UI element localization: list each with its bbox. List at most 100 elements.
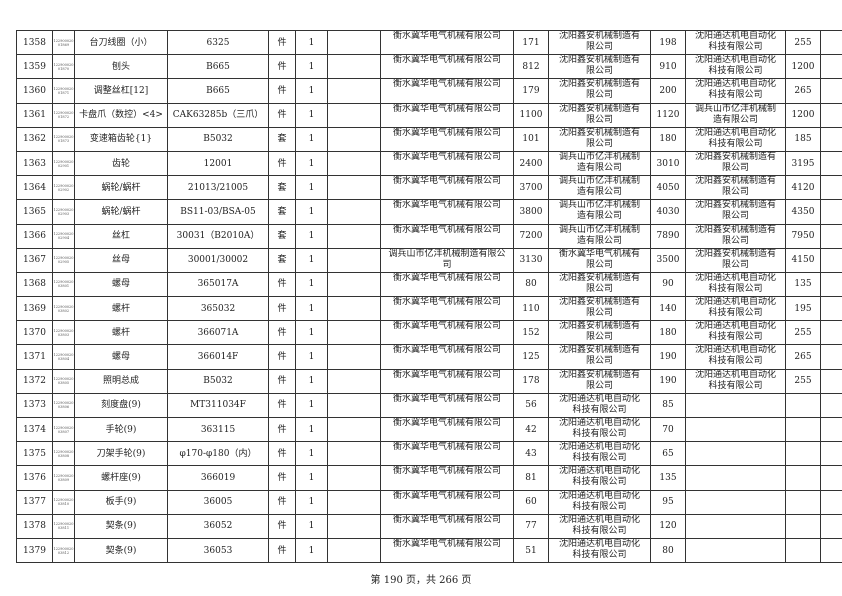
item-name: 刻度盘(9) bbox=[74, 392, 168, 419]
blank-cell bbox=[327, 102, 381, 128]
price-2: 180 bbox=[650, 320, 686, 346]
item-code: 122900020 03809 bbox=[52, 465, 75, 491]
blank-cell bbox=[820, 392, 842, 419]
item-quantity: 1 bbox=[295, 416, 328, 443]
supplier-2: 沈阳鑫安机械制造有限公司 bbox=[548, 78, 651, 104]
item-model: 363115 bbox=[167, 416, 269, 443]
price-2: 180 bbox=[650, 126, 686, 152]
blank-cell bbox=[820, 150, 842, 177]
price-1: 56 bbox=[513, 392, 549, 419]
row-number: 1368 bbox=[16, 271, 53, 298]
item-unit: 套 bbox=[268, 223, 296, 249]
item-code: 122900020 03807 bbox=[52, 416, 75, 443]
supplier-1: 衡水冀华电气机械有限公司 bbox=[380, 441, 514, 467]
price-3 bbox=[785, 537, 821, 564]
price-3 bbox=[785, 416, 821, 443]
row-number: 1371 bbox=[16, 344, 53, 370]
blank-cell bbox=[327, 489, 381, 515]
supplier-1: 衡水冀华电气机械有限公司 bbox=[380, 271, 514, 298]
price-3: 195 bbox=[785, 296, 821, 322]
price-2: 95 bbox=[650, 489, 686, 515]
item-model: 6325 bbox=[167, 29, 269, 56]
price-1: 7200 bbox=[513, 223, 549, 249]
blank-cell bbox=[820, 102, 842, 128]
price-2: 3010 bbox=[650, 150, 686, 177]
item-model: B665 bbox=[167, 54, 269, 80]
price-2: 70 bbox=[650, 416, 686, 443]
item-code: 122900020 01871 bbox=[52, 78, 75, 104]
item-code: 122900020 03801 bbox=[52, 271, 75, 298]
item-model: BS11-03/BSA-05 bbox=[167, 199, 269, 225]
supplier-2: 沈阳通达机电自动化科技有限公司 bbox=[548, 392, 651, 419]
supplier-1: 衡水冀华电气机械有限公司 bbox=[380, 29, 514, 56]
item-model: 366071A bbox=[167, 320, 269, 346]
row-number: 1377 bbox=[16, 489, 53, 515]
item-code: 122900020 03804 bbox=[52, 344, 75, 370]
supplier-1: 衡水冀华电气机械有限公司 bbox=[380, 150, 514, 177]
item-model: 365032 bbox=[167, 296, 269, 322]
blank-cell bbox=[327, 416, 381, 443]
blank-cell bbox=[820, 29, 842, 56]
table-row: 1374 122900020 03807 手轮(9) 363115 件 1 衡水冀华电气机械… bbox=[16, 416, 842, 443]
item-code: 122900020 03806 bbox=[52, 392, 75, 419]
price-3 bbox=[785, 465, 821, 491]
price-3 bbox=[785, 441, 821, 467]
item-quantity: 1 bbox=[295, 78, 328, 104]
item-quantity: 1 bbox=[295, 344, 328, 370]
price-3: 1200 bbox=[785, 102, 821, 128]
supplier-3: 调兵山市亿沣机械制造有限公司 bbox=[685, 102, 786, 128]
supplier-3 bbox=[685, 537, 786, 564]
price-2: 3500 bbox=[650, 247, 686, 273]
blank-cell bbox=[327, 126, 381, 152]
price-1: 3800 bbox=[513, 199, 549, 225]
supplier-2: 沈阳鑫安机械制造有限公司 bbox=[548, 344, 651, 370]
item-code: 122900020 02901 bbox=[52, 150, 75, 177]
price-3 bbox=[785, 513, 821, 539]
item-code: 122900020 02902 bbox=[52, 175, 75, 201]
supplier-2: 沈阳鑫安机械制造有限公司 bbox=[548, 271, 651, 298]
table-row: 1363 122900020 02901 齿轮 12001 件 1 衡水冀华电气机械有限公司… bbox=[16, 150, 842, 177]
item-quantity: 1 bbox=[295, 537, 328, 564]
supplier-1: 衡水冀华电气机械有限公司 bbox=[380, 54, 514, 80]
item-quantity: 1 bbox=[295, 441, 328, 467]
supplier-1: 衡水冀华电气机械有限公司 bbox=[380, 368, 514, 394]
item-unit: 件 bbox=[268, 368, 296, 394]
item-model: φ170-φ180（内） bbox=[167, 441, 269, 467]
price-3: 4350 bbox=[785, 199, 821, 225]
supplier-3 bbox=[685, 489, 786, 515]
supplier-1: 衡水冀华电气机械有限公司 bbox=[380, 320, 514, 346]
item-code: 122900020 01873 bbox=[52, 126, 75, 152]
price-3: 255 bbox=[785, 368, 821, 394]
item-quantity: 1 bbox=[295, 513, 328, 539]
blank-cell bbox=[327, 513, 381, 539]
item-code: 122900020 01869 bbox=[52, 29, 75, 56]
supplier-2: 调兵山市亿沣机械制造有限公司 bbox=[548, 199, 651, 225]
supplier-3: 沈阳鑫安机械制造有限公司 bbox=[685, 175, 786, 201]
row-number: 1366 bbox=[16, 223, 53, 249]
blank-cell bbox=[820, 223, 842, 249]
supplier-2: 沈阳鑫安机械制造有限公司 bbox=[548, 54, 651, 80]
item-model: CAK63285b（三爪） bbox=[167, 102, 269, 128]
item-name: 螺母 bbox=[74, 271, 168, 298]
blank-cell bbox=[820, 175, 842, 201]
row-number: 1379 bbox=[16, 537, 53, 564]
blank-cell bbox=[820, 344, 842, 370]
item-unit: 件 bbox=[268, 150, 296, 177]
item-code: 122900020 01870 bbox=[52, 54, 75, 80]
supplier-3: 沈阳鑫安机械制造有限公司 bbox=[685, 223, 786, 249]
item-model: 30031（B2010A） bbox=[167, 223, 269, 249]
price-3: 135 bbox=[785, 271, 821, 298]
item-name: 契条(9) bbox=[74, 537, 168, 564]
price-1: 60 bbox=[513, 489, 549, 515]
price-2: 120 bbox=[650, 513, 686, 539]
supplier-2: 沈阳通达机电自动化科技有限公司 bbox=[548, 537, 651, 564]
item-name: 契条(9) bbox=[74, 513, 168, 539]
blank-cell bbox=[820, 537, 842, 564]
price-1: 178 bbox=[513, 368, 549, 394]
row-number: 1361 bbox=[16, 102, 53, 128]
blank-cell bbox=[820, 416, 842, 443]
table-row: 1372 122900020 03805 照明总成 B5032 件 1 衡水冀华电气机械有限… bbox=[16, 368, 842, 394]
item-code: 122900020 03805 bbox=[52, 368, 75, 394]
item-name: 螺杆座(9) bbox=[74, 465, 168, 491]
blank-cell bbox=[327, 271, 381, 298]
